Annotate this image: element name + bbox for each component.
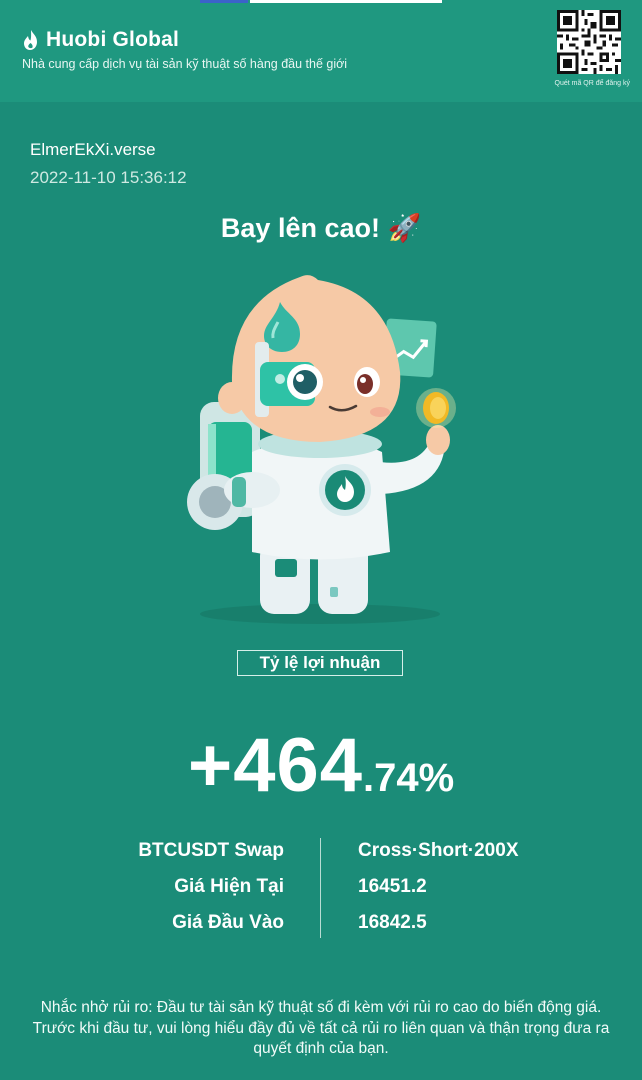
headline: Bay lên cao! 🚀 [220, 213, 422, 243]
brand-tagline: Nhà cung cấp dịch vụ tài sản kỹ thuật số… [22, 57, 348, 71]
astronaut-mascot-illustration [187, 275, 456, 624]
top-accent-line-white [250, 0, 442, 3]
username: ElmerEkXi.verse [30, 140, 156, 159]
risk-notice: Nhắc nhở rủi ro: Đầu tư tài sản kỹ thuật… [32, 999, 610, 1057]
qr-code-icon [557, 10, 621, 74]
flame-icon [24, 30, 37, 50]
brand-logo: Huobi Global [22, 28, 179, 52]
position-mode: Cross·Short·200X [358, 840, 519, 861]
current-price-value: 16451.2 [358, 876, 427, 897]
entry-price-value: 16842.5 [358, 912, 427, 933]
details-divider [320, 838, 321, 938]
contract-name: BTCUSDT Swap [138, 840, 284, 861]
qr-label: Quét mã QR để đăng ký [554, 80, 630, 87]
profit-ratio-label: Tỷ lệ lợi nhuận [237, 650, 403, 676]
top-accent-line [200, 0, 248, 3]
entry-price-label: Giá Đầu Vào [172, 912, 284, 933]
roi-value: +464.74% [0, 722, 642, 809]
timestamp: 2022-11-10 15:36:12 [30, 168, 187, 187]
header-bar: Huobi Global Nhà cung cấp dịch vụ tài sả… [0, 0, 642, 102]
roi-integer: +464 [187, 723, 363, 808]
brand-name: Huobi Global [46, 28, 180, 51]
current-price-label: Giá Hiện Tại [174, 876, 284, 897]
roi-decimal: .74% [363, 756, 455, 800]
